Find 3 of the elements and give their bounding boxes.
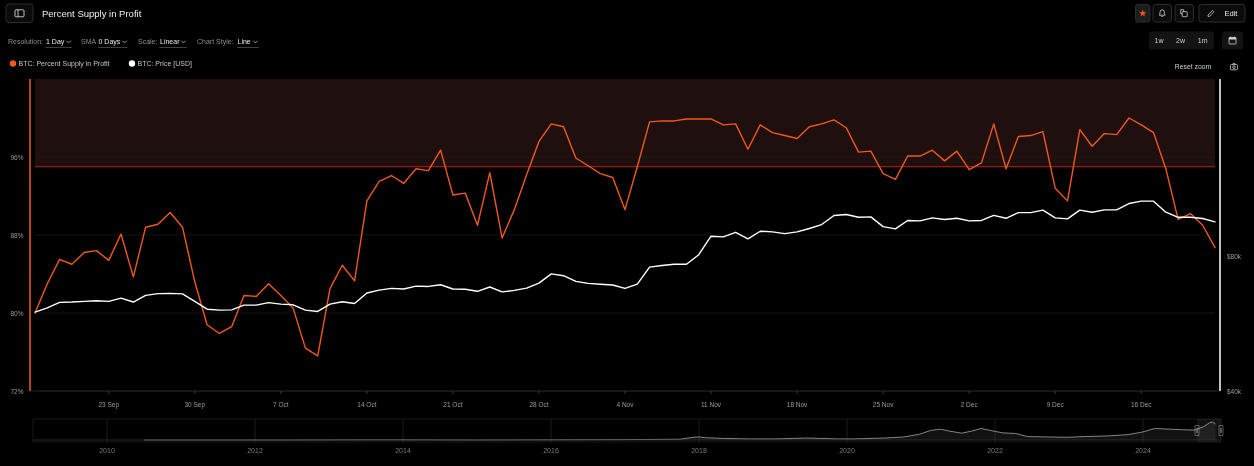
line-series (34, 200, 1216, 313)
chart-title: Percent Supply in Profit (42, 8, 142, 19)
line-series (34, 117, 1216, 357)
